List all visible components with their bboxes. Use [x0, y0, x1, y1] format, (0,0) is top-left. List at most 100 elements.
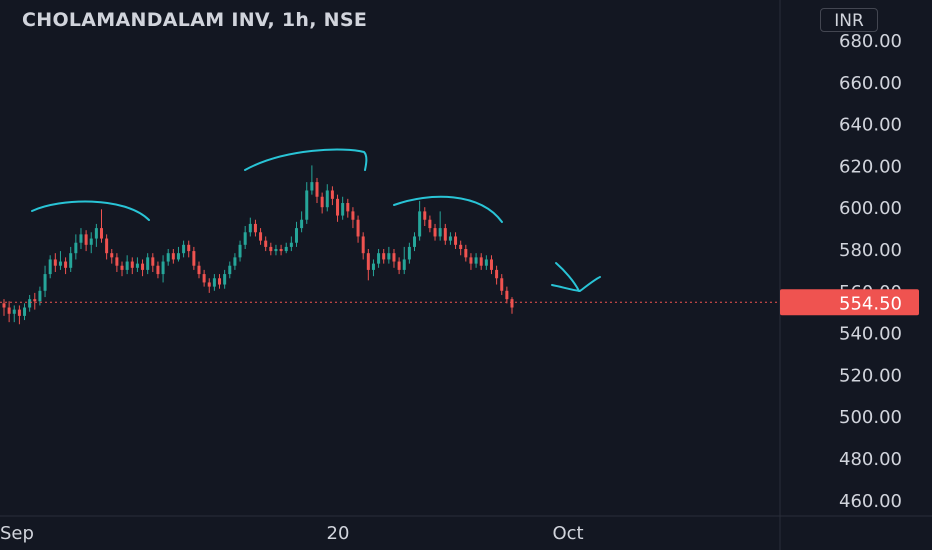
candle-body	[228, 265, 232, 275]
candle-body	[484, 259, 488, 266]
currency-button[interactable]: INR	[820, 8, 878, 32]
candle-body	[284, 246, 288, 252]
candle-body	[207, 282, 211, 287]
candle-body	[464, 249, 468, 258]
candle-body	[141, 263, 145, 270]
candle-body	[130, 261, 134, 268]
y-tick-label: 660.00	[839, 73, 902, 94]
candle-body	[212, 278, 216, 287]
chart-title: CHOLAMANDALAM INV, 1h, NSE	[22, 9, 368, 31]
candle-body	[202, 274, 206, 283]
candle-body	[233, 257, 237, 266]
candle-body	[84, 234, 88, 245]
candle-body	[448, 236, 452, 241]
candle-body	[248, 223, 252, 233]
y-tick-label: 620.00	[839, 156, 902, 177]
candle-body	[274, 249, 278, 252]
candle-body	[2, 303, 6, 308]
candle-body	[146, 257, 150, 270]
candle-body	[428, 219, 432, 229]
candle-body	[341, 203, 345, 216]
candle-body	[310, 182, 314, 191]
candle-body	[79, 234, 83, 243]
candle-body	[469, 257, 473, 264]
candle-body	[94, 228, 98, 239]
candle-body	[423, 211, 427, 220]
candle-body	[161, 261, 165, 275]
candle-body	[89, 238, 93, 245]
candle-body	[182, 244, 186, 254]
candle-body	[74, 242, 78, 254]
candle-body	[120, 265, 124, 270]
y-tick-label: 500.00	[839, 407, 902, 428]
last-price-label: 554.50	[839, 293, 902, 314]
y-tick-label: 520.00	[839, 365, 902, 386]
candle-body	[433, 228, 437, 237]
candle-body	[443, 228, 447, 241]
candle-body	[413, 236, 417, 247]
y-tick-label: 480.00	[839, 449, 902, 470]
candle-body	[371, 263, 375, 270]
candle-body	[320, 196, 324, 208]
candle-body	[336, 198, 340, 216]
left-shoulder-arc	[31, 200, 150, 221]
candle-body	[171, 253, 175, 260]
candle-body	[253, 223, 257, 233]
candle-body	[58, 261, 62, 266]
candle-body	[110, 253, 114, 258]
candle-body	[192, 251, 196, 266]
candle-body	[105, 238, 109, 254]
candle-body	[438, 228, 442, 237]
candle-body	[176, 253, 180, 260]
candle-body	[151, 257, 155, 266]
candle-body	[264, 240, 268, 247]
candle-body	[125, 261, 129, 270]
candle-body	[361, 236, 365, 254]
candle-body	[243, 232, 247, 245]
candle-body	[330, 190, 334, 199]
candle-body	[166, 253, 170, 262]
y-tick-label: 540.00	[839, 324, 902, 345]
y-tick-label: 600.00	[839, 198, 902, 219]
candle-body	[238, 244, 242, 258]
candle-body	[495, 269, 499, 279]
candle-body	[187, 244, 191, 252]
candle-body	[223, 274, 227, 285]
candle-body	[269, 246, 273, 252]
candle-body	[402, 259, 406, 270]
candle-body	[351, 211, 355, 220]
candle-body	[510, 299, 514, 308]
candle-body	[377, 253, 381, 264]
candle-body	[12, 309, 16, 314]
candle-body	[17, 309, 21, 316]
candle-body	[218, 278, 222, 285]
y-tick-label: 460.00	[839, 491, 902, 512]
candle-body	[459, 244, 463, 249]
candle-body	[38, 290, 42, 302]
candle-body	[356, 219, 360, 237]
candle-body	[115, 257, 119, 266]
candle-body	[279, 249, 283, 252]
candle-body	[28, 299, 32, 308]
candle-body	[294, 228, 298, 243]
y-tick-label: 640.00	[839, 115, 902, 136]
x-tick-label: Oct	[552, 523, 583, 544]
candle-body	[300, 219, 304, 229]
candle-body	[64, 261, 68, 268]
candle-body	[366, 253, 370, 270]
candle-body	[489, 259, 493, 270]
down-check-mark	[551, 262, 601, 292]
candle-body	[23, 307, 27, 316]
x-tick-label: 20	[327, 523, 350, 544]
candle-body	[397, 261, 401, 270]
candle-body	[289, 242, 293, 247]
candle-body	[43, 274, 47, 291]
y-tick-label: 580.00	[839, 240, 902, 261]
candle-body	[474, 257, 478, 264]
candle-body	[53, 259, 57, 266]
candle-body	[48, 259, 52, 275]
candle-body	[305, 190, 309, 220]
candle-body	[454, 236, 458, 245]
